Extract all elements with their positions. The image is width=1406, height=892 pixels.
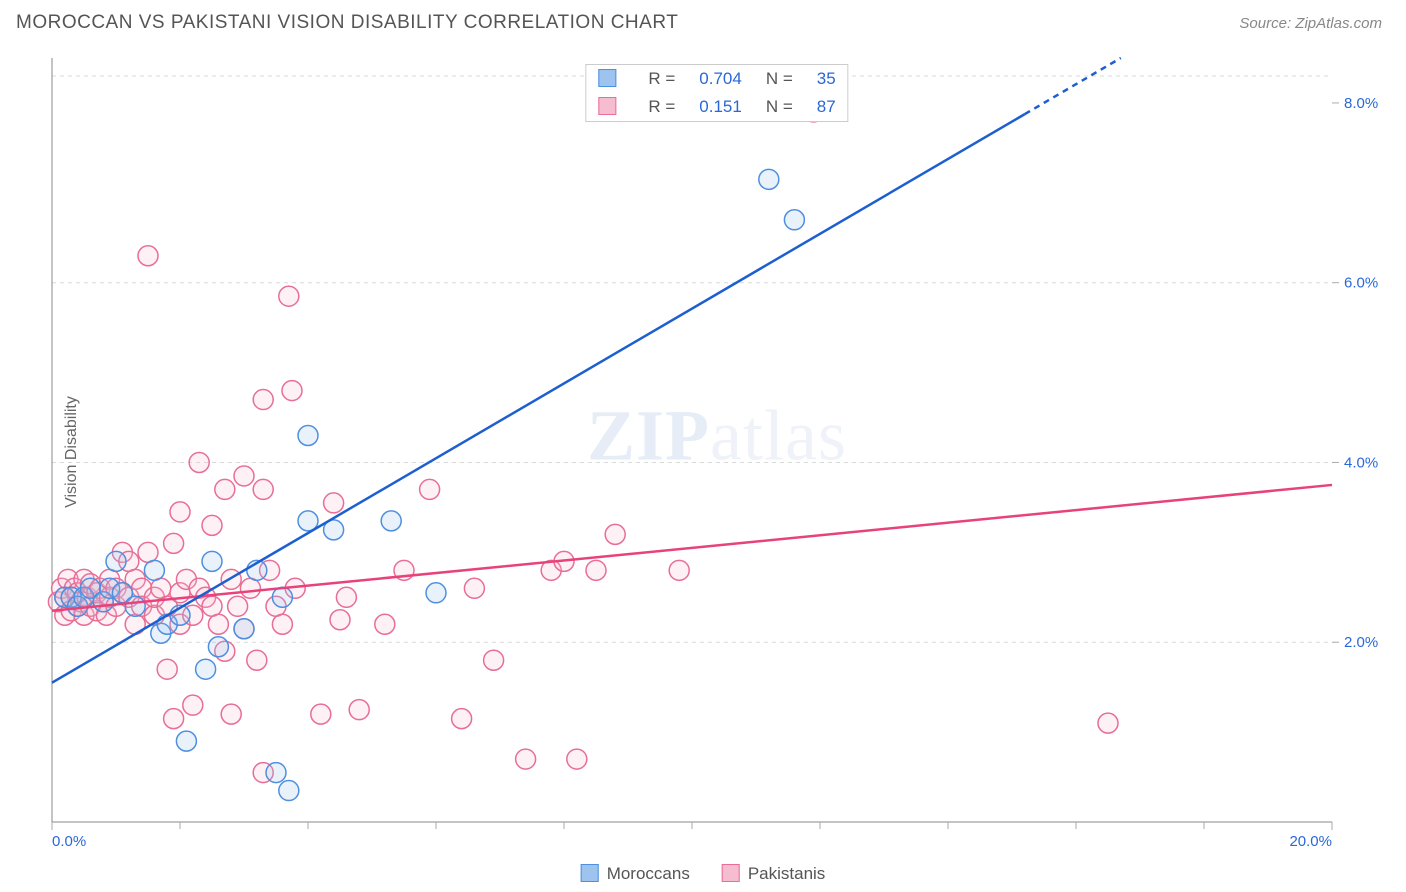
data-point-pakistanis [567,749,587,769]
data-point-pakistanis [202,596,222,616]
data-point-pakistanis [336,587,356,607]
data-point-pakistanis [375,614,395,634]
trend-line-pakistanis [52,485,1332,611]
data-point-pakistanis [228,596,248,616]
data-point-pakistanis [151,578,171,598]
data-point-pakistanis [247,650,267,670]
y-tick-label: 2.0% [1344,634,1378,651]
data-point-moroccans [759,169,779,189]
data-point-moroccans [144,560,164,580]
trend-line-moroccans [52,114,1025,683]
data-point-pakistanis [420,479,440,499]
legend-swatch [581,864,599,882]
n-value: 35 [805,65,848,93]
r-label: R = [636,93,687,121]
r-value: 0.704 [687,65,754,93]
data-point-pakistanis [189,452,209,472]
scatter-plot-svg: 0.0% 20.0% 2.0% 4.0% 6.0% 8.0% [44,50,1390,852]
n-label: N = [754,93,805,121]
data-point-pakistanis [234,466,254,486]
data-point-pakistanis [221,704,241,724]
source-attribution: Source: ZipAtlas.com [1239,15,1382,32]
r-value: 0.151 [687,93,754,121]
data-point-moroccans [234,619,254,639]
data-point-pakistanis [202,515,222,535]
legend-label: Moroccans [607,864,690,883]
x-tick-label: 0.0% [52,833,86,850]
legend-row: R =0.704N =35 [586,65,847,93]
legend-row: R =0.151N =87 [586,93,847,121]
legend-swatch [598,69,616,87]
data-point-pakistanis [330,610,350,630]
legend-item: Pakistanis [722,864,825,884]
y-tick-label: 6.0% [1344,275,1378,292]
data-point-pakistanis [183,695,203,715]
trend-line-moroccans-dashed [1025,58,1121,114]
data-point-moroccans [279,781,299,801]
data-point-pakistanis [516,749,536,769]
data-point-pakistanis [253,390,273,410]
n-label: N = [754,65,805,93]
r-label: R = [636,65,687,93]
legend-swatch [598,97,616,115]
chart-area: Vision Disability 0.0% 20.0% 2.0% 4.0% 6.0% 8… [44,50,1390,854]
data-point-pakistanis [464,578,484,598]
chart-title: MOROCCAN VS PAKISTANI VISION DISABILITY … [16,12,678,34]
data-point-moroccans [298,426,318,446]
legend-item: Moroccans [581,864,690,884]
data-point-moroccans [208,637,228,657]
y-tick-label: 4.0% [1344,454,1378,471]
legend-label: Pakistanis [748,864,825,883]
x-tick-label: 20.0% [1289,833,1332,850]
data-point-moroccans [426,583,446,603]
data-point-moroccans [176,731,196,751]
data-point-pakistanis [279,286,299,306]
source-prefix: Source: [1239,15,1295,32]
data-point-pakistanis [240,578,260,598]
data-point-pakistanis [138,542,158,562]
data-point-pakistanis [164,533,184,553]
data-point-pakistanis [272,614,292,634]
data-point-pakistanis [484,650,504,670]
data-point-pakistanis [311,704,331,724]
y-axis-label: Vision Disability [63,396,81,508]
data-point-moroccans [266,763,286,783]
n-value: 87 [805,93,848,121]
data-point-pakistanis [282,381,302,401]
data-point-pakistanis [586,560,606,580]
data-point-pakistanis [170,502,190,522]
data-point-pakistanis [452,709,472,729]
data-point-moroccans [106,551,126,571]
legend-swatch [722,864,740,882]
data-point-moroccans [381,511,401,531]
data-point-pakistanis [253,479,273,499]
data-point-moroccans [784,210,804,230]
y-tick-label: 8.0% [1344,95,1378,112]
data-point-moroccans [202,551,222,571]
data-point-moroccans [125,596,145,616]
data-point-pakistanis [324,493,344,513]
correlation-legend: R =0.704N =35R =0.151N =87 [585,64,848,122]
data-point-pakistanis [164,709,184,729]
data-point-pakistanis [208,614,228,634]
data-point-pakistanis [157,659,177,679]
series-legend: Moroccans Pakistanis [581,864,826,884]
data-point-pakistanis [215,479,235,499]
data-point-moroccans [272,587,292,607]
data-point-pakistanis [669,560,689,580]
data-point-pakistanis [138,246,158,266]
data-point-pakistanis [605,524,625,544]
source-link[interactable]: ZipAtlas.com [1295,15,1382,32]
data-point-moroccans [196,659,216,679]
data-point-pakistanis [1098,713,1118,733]
data-point-pakistanis [349,700,369,720]
